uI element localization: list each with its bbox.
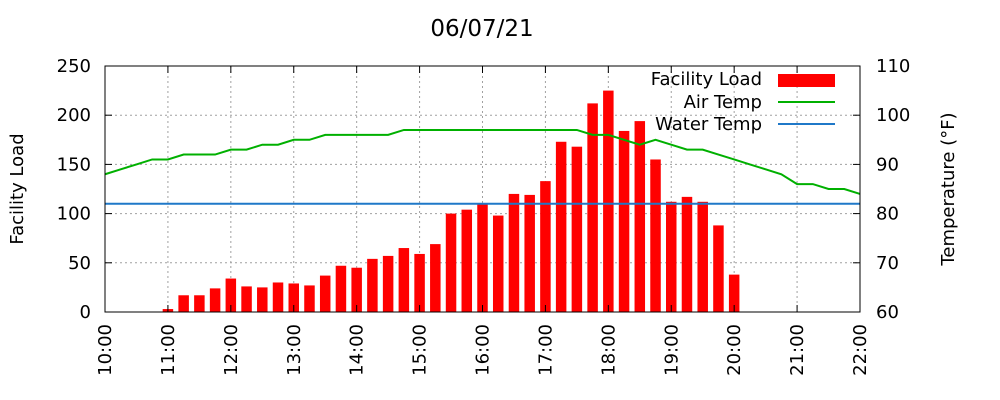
x-tick-label: 10:00 bbox=[95, 324, 116, 376]
y-right-tick-label: 110 bbox=[876, 56, 910, 77]
facility-load-bar bbox=[445, 213, 457, 312]
facility-load-bar bbox=[571, 146, 583, 312]
chart-title: 06/07/21 bbox=[430, 16, 533, 42]
facility-load-bar bbox=[398, 248, 410, 312]
facility-load-bar bbox=[241, 286, 252, 312]
facility-load-bar bbox=[555, 141, 567, 312]
x-tick-label: 21:00 bbox=[787, 324, 808, 376]
x-tick-label: 19:00 bbox=[661, 324, 682, 376]
facility-load-bar bbox=[524, 194, 535, 312]
facility-load-bar bbox=[477, 203, 488, 312]
facility-load-bar bbox=[508, 193, 520, 312]
y-left-tick-label: 50 bbox=[68, 253, 91, 274]
facility-load-bar bbox=[603, 90, 614, 312]
facility-load-bar bbox=[304, 285, 315, 312]
x-tick-label: 13:00 bbox=[284, 324, 305, 376]
y-axis-right-label: Temperature (°F) bbox=[938, 112, 959, 266]
facility-load-bar bbox=[666, 201, 677, 312]
facility-load-bar bbox=[681, 196, 693, 312]
facility-load-bar bbox=[272, 282, 284, 312]
y-right-tick-label: 70 bbox=[876, 253, 899, 274]
facility-load-bar bbox=[461, 209, 473, 312]
facility-load-bar bbox=[194, 295, 205, 312]
facility-load-bar bbox=[728, 274, 740, 312]
y-right-tick-label: 100 bbox=[876, 105, 910, 126]
facility-load-bar bbox=[650, 159, 661, 312]
y-axis-left-label: Facility Load bbox=[7, 133, 28, 244]
axis-ticks: 0 50 100 150 200 250 60 70 80 90 100 110 10:00 11:00 1… bbox=[57, 56, 911, 376]
legend: Facility Load Air Temp Water Temp bbox=[651, 69, 835, 135]
facility-load-bar bbox=[587, 103, 598, 312]
facility-load-bar bbox=[335, 265, 347, 312]
legend-label-facility-load: Facility Load bbox=[651, 69, 762, 90]
y-right-tick-label: 60 bbox=[876, 302, 899, 323]
x-tick-label: 14:00 bbox=[347, 324, 368, 376]
facility-load-bars bbox=[162, 90, 740, 312]
y-right-tick-label: 90 bbox=[876, 154, 899, 175]
facility-load-bar bbox=[209, 288, 221, 312]
facility-load-bar bbox=[257, 287, 268, 312]
facility-load-bar bbox=[319, 275, 331, 312]
y-left-tick-label: 200 bbox=[57, 105, 91, 126]
x-tick-label: 17:00 bbox=[535, 324, 556, 376]
x-tick-label: 11:00 bbox=[158, 324, 179, 376]
facility-load-bar bbox=[430, 244, 441, 312]
facility-load-bar bbox=[713, 225, 724, 312]
x-tick-label: 18:00 bbox=[598, 324, 619, 376]
facility-load-bar bbox=[178, 295, 189, 312]
temperature-lines bbox=[104, 128, 861, 205]
facility-load-bar bbox=[351, 267, 362, 312]
facility-load-bar bbox=[382, 255, 394, 312]
facility-load-bar bbox=[367, 258, 378, 312]
facility-load-bar bbox=[540, 181, 551, 312]
air-temp-line bbox=[104, 128, 861, 195]
legend-label-water-temp: Water Temp bbox=[655, 114, 762, 135]
facility-load-bar bbox=[288, 283, 299, 312]
y-right-tick-label: 80 bbox=[876, 204, 899, 225]
x-tick-label: 20:00 bbox=[724, 324, 745, 376]
legend-label-air-temp: Air Temp bbox=[684, 92, 762, 113]
facility-load-bar bbox=[634, 121, 646, 312]
facility-load-bar bbox=[697, 201, 708, 312]
x-tick-label: 16:00 bbox=[473, 324, 494, 376]
y-left-tick-label: 150 bbox=[57, 154, 91, 175]
legend-swatch-facility-load bbox=[778, 74, 835, 87]
x-tick-label: 12:00 bbox=[221, 324, 242, 376]
y-left-tick-label: 100 bbox=[57, 204, 91, 225]
facility-load-bar bbox=[225, 278, 237, 312]
facility-load-bar bbox=[618, 130, 630, 312]
x-tick-label: 15:00 bbox=[410, 324, 431, 376]
y-left-tick-label: 250 bbox=[57, 56, 91, 77]
y-left-tick-label: 0 bbox=[80, 302, 91, 323]
x-tick-label: 22:00 bbox=[850, 324, 871, 376]
facility-load-bar bbox=[414, 253, 425, 312]
facility-load-bar bbox=[492, 215, 504, 312]
